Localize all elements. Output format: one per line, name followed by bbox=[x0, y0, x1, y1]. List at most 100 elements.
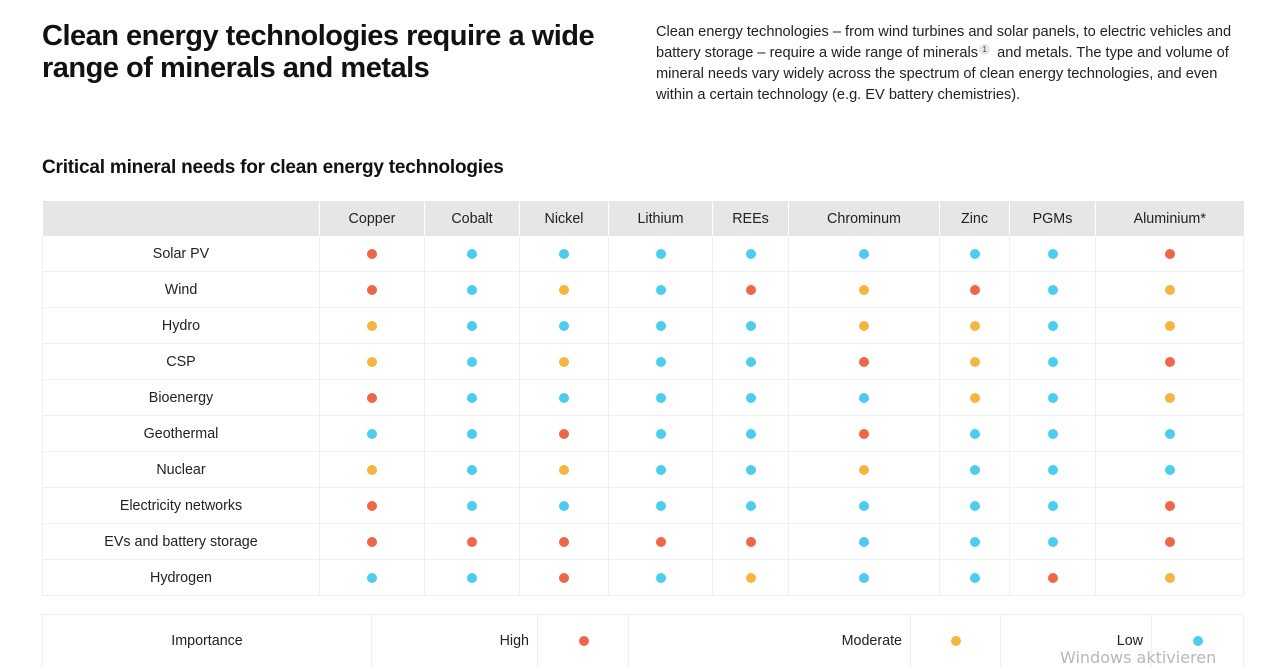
importance-cell bbox=[788, 451, 940, 488]
col-header: Chrominum bbox=[788, 201, 940, 236]
importance-dot-high bbox=[367, 392, 377, 403]
importance-cell bbox=[519, 307, 609, 344]
importance-cell bbox=[1009, 523, 1096, 560]
importance-dot-moderate bbox=[367, 464, 377, 475]
importance-cell bbox=[939, 379, 1010, 416]
importance-dot-moderate bbox=[1164, 284, 1175, 295]
importance-legend: Importance High Moderate Low bbox=[42, 614, 1244, 667]
importance-dot-low bbox=[559, 392, 569, 403]
importance-cell bbox=[519, 451, 609, 488]
importance-cell bbox=[1095, 236, 1244, 272]
importance-dot-low bbox=[859, 248, 869, 259]
importance-cell bbox=[788, 236, 940, 272]
importance-dot-moderate bbox=[559, 464, 569, 475]
importance-dot-low bbox=[655, 500, 666, 511]
importance-dot-low bbox=[467, 320, 477, 331]
importance-dot-low bbox=[1047, 464, 1058, 475]
importance-cell bbox=[424, 559, 520, 596]
importance-cell bbox=[1009, 451, 1096, 488]
importance-cell bbox=[608, 559, 713, 596]
importance-cell bbox=[1009, 236, 1096, 272]
importance-dot-low bbox=[467, 500, 477, 511]
importance-dot-low bbox=[745, 248, 756, 259]
importance-dot-low bbox=[655, 320, 666, 331]
legend-dot-high bbox=[578, 636, 589, 646]
legend-title: Importance bbox=[171, 633, 243, 649]
importance-dot-low bbox=[969, 500, 980, 511]
importance-cell bbox=[319, 451, 425, 488]
importance-dot-low bbox=[969, 464, 980, 475]
importance-cell bbox=[1009, 271, 1096, 308]
importance-dot-high bbox=[367, 536, 377, 547]
importance-dot-low bbox=[859, 536, 869, 547]
importance-dot-low bbox=[859, 500, 869, 511]
importance-dot-low bbox=[1047, 536, 1058, 547]
importance-cell bbox=[939, 236, 1010, 272]
row-label: Solar PV bbox=[42, 236, 320, 272]
importance-dot-high bbox=[367, 500, 377, 511]
intro-text-start: Clean energy technologies – from wind tu… bbox=[656, 24, 1232, 61]
importance-dot-low bbox=[969, 536, 980, 547]
col-header: Cobalt bbox=[424, 201, 520, 236]
importance-cell bbox=[608, 271, 713, 308]
importance-dot-high bbox=[1164, 248, 1175, 259]
importance-cell bbox=[939, 415, 1010, 452]
importance-cell bbox=[319, 559, 425, 596]
legend-swatch-cell bbox=[537, 615, 629, 667]
importance-cell bbox=[1095, 415, 1244, 452]
importance-cell bbox=[519, 236, 609, 272]
importance-cell bbox=[608, 487, 713, 524]
importance-cell bbox=[519, 559, 609, 596]
importance-cell bbox=[424, 487, 520, 524]
importance-cell bbox=[1009, 307, 1096, 344]
table-row: Hydrogen bbox=[42, 559, 1244, 596]
importance-cell bbox=[319, 343, 425, 380]
importance-cell bbox=[1095, 523, 1244, 560]
importance-dot-low bbox=[367, 572, 377, 583]
importance-dot-moderate bbox=[1164, 320, 1175, 331]
windows-activation-watermark: Windows aktivieren bbox=[1060, 648, 1217, 667]
legend-dot-low bbox=[1193, 636, 1203, 646]
importance-dot-moderate bbox=[969, 320, 980, 331]
importance-dot-low bbox=[367, 428, 377, 439]
importance-cell bbox=[712, 379, 789, 416]
importance-cell bbox=[712, 523, 789, 560]
col-header: REEs bbox=[712, 201, 789, 236]
legend-dot-moderate bbox=[951, 636, 961, 646]
importance-cell bbox=[939, 523, 1010, 560]
importance-dot-low bbox=[655, 464, 666, 475]
importance-cell bbox=[608, 379, 713, 416]
intro-paragraph: Clean energy technologies – from wind tu… bbox=[656, 22, 1256, 106]
table-row: Geothermal bbox=[42, 415, 1244, 452]
importance-dot-moderate bbox=[859, 320, 869, 331]
importance-dot-low bbox=[745, 428, 756, 439]
importance-dot-low bbox=[1047, 284, 1058, 295]
importance-dot-low bbox=[467, 464, 477, 475]
footnote-marker[interactable]: 1 bbox=[979, 44, 991, 55]
importance-cell bbox=[939, 307, 1010, 344]
importance-dot-low bbox=[467, 572, 477, 583]
importance-dot-moderate bbox=[969, 356, 980, 367]
importance-cell bbox=[939, 559, 1010, 596]
legend-label-cell: Moderate bbox=[628, 615, 910, 667]
importance-dot-low bbox=[467, 428, 477, 439]
importance-cell bbox=[608, 523, 713, 560]
importance-dot-moderate bbox=[745, 572, 756, 583]
importance-dot-low bbox=[745, 320, 756, 331]
importance-dot-moderate bbox=[559, 356, 569, 367]
importance-cell bbox=[788, 343, 940, 380]
importance-dot-high bbox=[859, 428, 869, 439]
table-row: Wind bbox=[42, 271, 1244, 308]
intro-text-end: and metals. The type and volume of miner… bbox=[656, 45, 1229, 103]
legend-label-moderate: Moderate bbox=[841, 633, 902, 649]
importance-cell bbox=[424, 523, 520, 560]
importance-dot-high bbox=[467, 536, 477, 547]
importance-cell bbox=[788, 271, 940, 308]
importance-dot-low bbox=[467, 248, 477, 259]
importance-cell bbox=[788, 523, 940, 560]
row-label: Nuclear bbox=[42, 451, 320, 488]
legend-title-cell: Importance bbox=[43, 615, 371, 667]
importance-cell bbox=[939, 343, 1010, 380]
col-header: Aluminium* bbox=[1095, 201, 1244, 236]
importance-cell bbox=[608, 343, 713, 380]
